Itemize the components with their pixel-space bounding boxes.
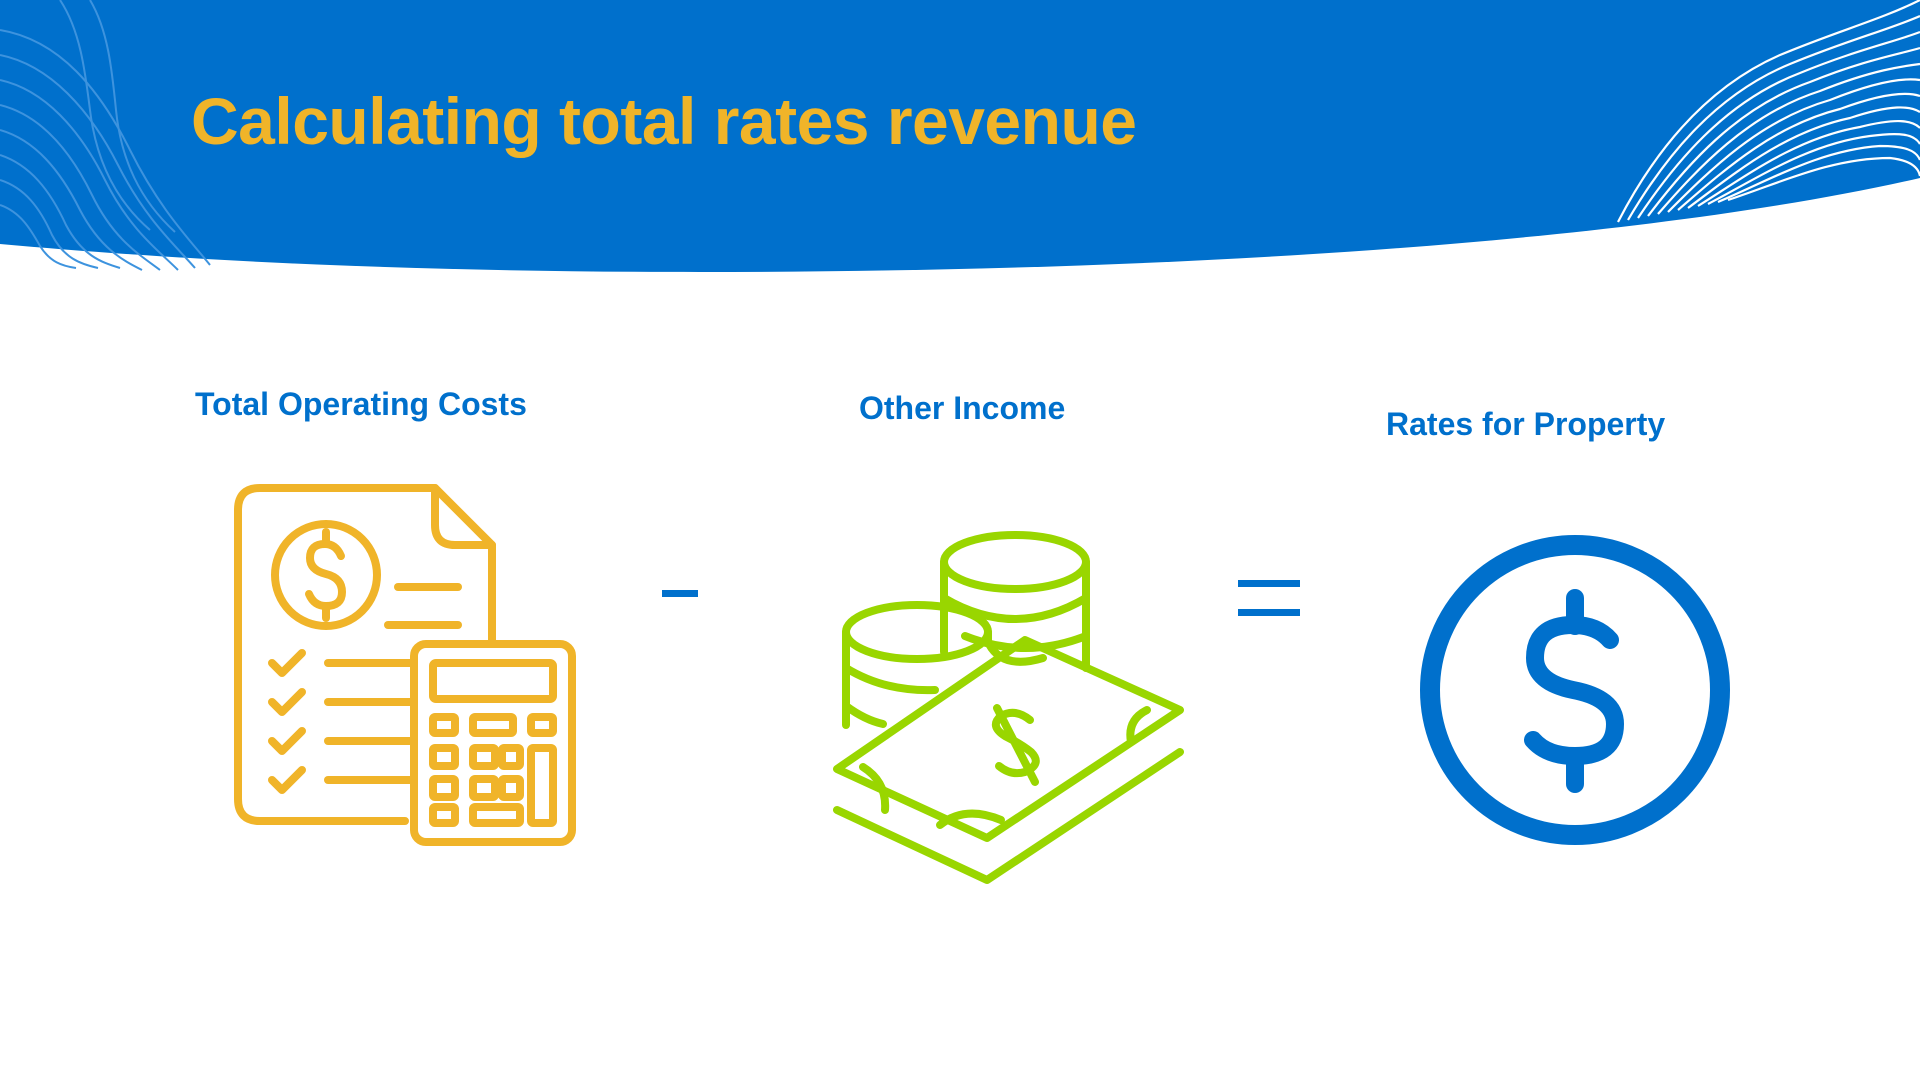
dollar-circle-icon bbox=[1420, 535, 1730, 845]
right-wave-decoration bbox=[1617, 0, 1920, 223]
equals-operator bbox=[1238, 580, 1300, 616]
header-banner bbox=[0, 0, 1920, 272]
other-income-label: Other Income bbox=[859, 390, 1066, 426]
total-operating-costs-label: Total Operating Costs bbox=[195, 386, 527, 422]
coins-banknote-icon bbox=[833, 531, 1184, 884]
minus-operator bbox=[662, 590, 698, 597]
invoice-calculator-icon bbox=[234, 484, 576, 846]
rates-for-property-label: Rates for Property bbox=[1386, 406, 1666, 442]
slide-title: Calculating total rates revenue bbox=[191, 84, 1137, 158]
left-wave-decoration bbox=[0, 0, 211, 271]
